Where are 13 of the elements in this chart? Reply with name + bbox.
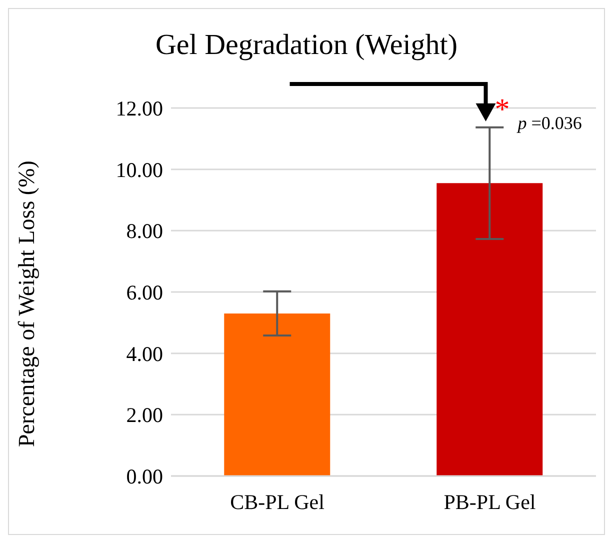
x-tick-label: PB-PL Gel — [444, 490, 536, 514]
y-tick-label: 10.00 — [116, 158, 163, 182]
annotation: * — [494, 93, 510, 128]
y-tick-label: 4.00 — [126, 342, 163, 366]
y-tick-label: 0.00 — [126, 464, 163, 488]
y-tick-label: 2.00 — [126, 403, 163, 428]
y-axis-title: Percentage of Weight Loss (%) — [14, 160, 40, 447]
x-tick-label: CB-PL Gel — [230, 490, 325, 514]
annotation: p =0.036 — [518, 113, 582, 134]
y-tick-label: 12.00 — [116, 96, 163, 120]
y-tick-label: 6.00 — [126, 280, 163, 304]
y-tick-label: 8.00 — [126, 219, 163, 244]
chart-title: Gel Degradation (Weight) — [154, 29, 459, 62]
